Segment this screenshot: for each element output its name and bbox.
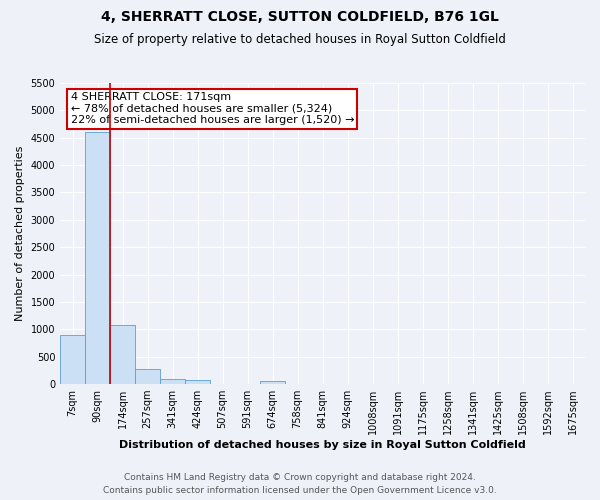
- Bar: [160, 378, 185, 384]
- Bar: [110, 325, 135, 384]
- Bar: [60, 336, 85, 384]
- Bar: [260, 382, 285, 384]
- Bar: [185, 380, 210, 384]
- Bar: [85, 132, 110, 384]
- Text: 4 SHERRATT CLOSE: 171sqm
← 78% of detached houses are smaller (5,324)
22% of sem: 4 SHERRATT CLOSE: 171sqm ← 78% of detach…: [71, 92, 354, 125]
- Text: Size of property relative to detached houses in Royal Sutton Coldfield: Size of property relative to detached ho…: [94, 32, 506, 46]
- Y-axis label: Number of detached properties: Number of detached properties: [15, 146, 25, 321]
- Bar: [135, 369, 160, 384]
- X-axis label: Distribution of detached houses by size in Royal Sutton Coldfield: Distribution of detached houses by size …: [119, 440, 526, 450]
- Text: Contains HM Land Registry data © Crown copyright and database right 2024.
Contai: Contains HM Land Registry data © Crown c…: [103, 474, 497, 495]
- Text: 4, SHERRATT CLOSE, SUTTON COLDFIELD, B76 1GL: 4, SHERRATT CLOSE, SUTTON COLDFIELD, B76…: [101, 10, 499, 24]
